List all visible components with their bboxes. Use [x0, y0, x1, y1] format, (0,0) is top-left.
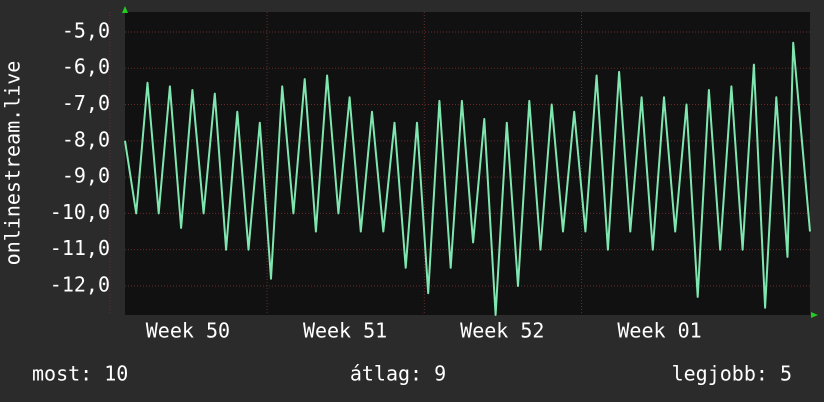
stat-average: átlag: 9: [350, 362, 446, 386]
y-tick-label: -6,0: [62, 55, 110, 79]
y-tick-label: -10,0: [50, 200, 110, 224]
y-tick-label: -12,0: [50, 272, 110, 296]
y-tick-label: -11,0: [50, 236, 110, 260]
stat-max: legjobb: 5: [672, 362, 792, 386]
y-axis-label: onlinestream.live: [1, 61, 25, 266]
stat-current: most: 10: [32, 362, 128, 386]
axis-arrow: [811, 312, 818, 318]
data-line: [124, 41, 811, 316]
y-tick-label: -8,0: [62, 127, 110, 151]
y-tick-label: -7,0: [62, 91, 110, 115]
y-tick-label: -9,0: [62, 164, 110, 188]
axis-arrow: [122, 6, 128, 13]
x-tick-label: Week 01: [617, 319, 701, 343]
x-tick-label: Week 50: [146, 319, 230, 343]
y-tick-label: -5,0: [62, 18, 110, 42]
x-tick-label: Week 52: [460, 319, 544, 343]
x-tick-label: Week 51: [303, 319, 387, 343]
